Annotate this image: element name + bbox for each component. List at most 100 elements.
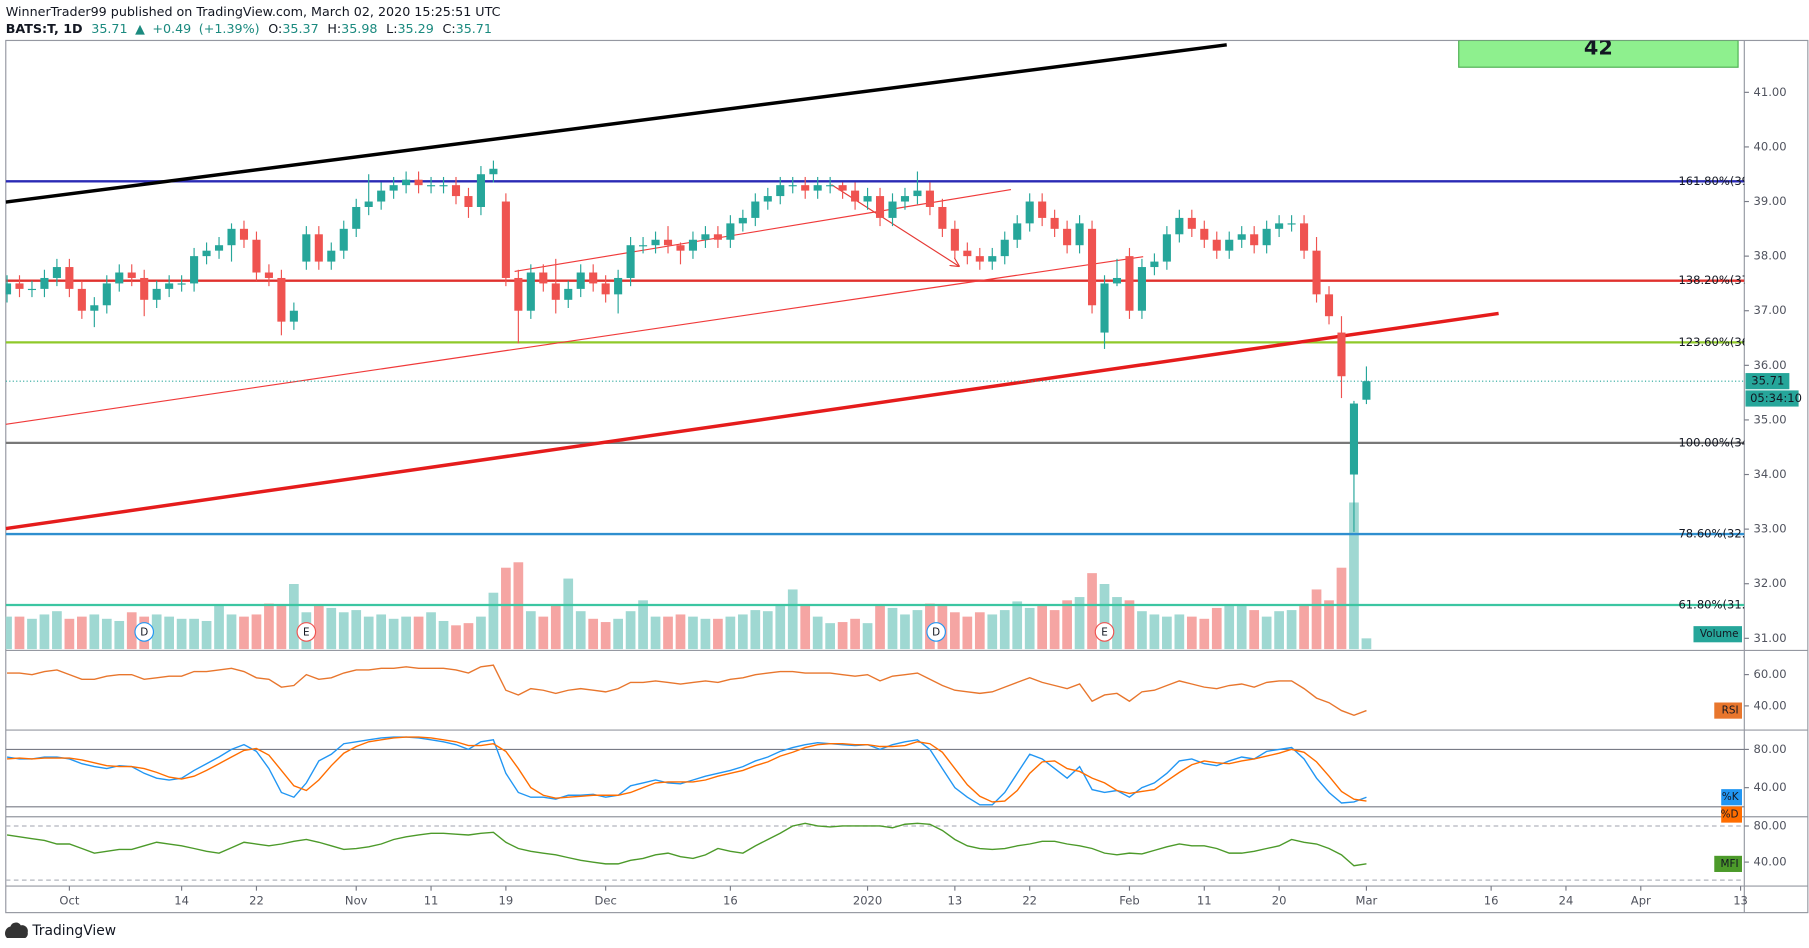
volume-bar	[737, 614, 748, 650]
volume-bar	[338, 612, 349, 650]
series-label-box	[1721, 806, 1742, 823]
volume-bar	[1087, 573, 1097, 650]
volume-bar	[1037, 605, 1048, 650]
symbol-line: BATS:T, 1D 35.71 ▲ +0.49 (+1.39%) O:35.3…	[6, 20, 492, 35]
candle-body	[975, 256, 984, 262]
series-label-box	[1714, 702, 1742, 719]
candle-body	[289, 310, 298, 322]
volume-bar	[1149, 614, 1160, 650]
x-tick-label: Mar	[1356, 894, 1378, 908]
candle-body	[1100, 283, 1109, 333]
volume-bar	[713, 618, 723, 650]
volume-bar	[837, 622, 848, 650]
y-tick-label: 60.00	[1754, 667, 1787, 681]
countdown: 05:34:10	[1750, 391, 1802, 405]
event-marker	[926, 622, 946, 642]
x-tick-label: Apr	[1631, 894, 1651, 908]
candle-body	[364, 201, 373, 207]
volume-bar	[14, 616, 25, 650]
candle-body	[539, 272, 548, 284]
pane	[5, 736, 1745, 808]
candle-body	[676, 245, 685, 251]
volume-bar	[987, 614, 998, 650]
x-tick-label: 11	[424, 894, 439, 908]
candle-body	[801, 185, 810, 191]
candle-body	[1337, 332, 1346, 377]
x-tick-label: 11	[1197, 894, 1212, 908]
y-tick-label: 80.00	[1754, 742, 1787, 756]
candle-body	[1312, 250, 1321, 295]
last-price-box	[1745, 373, 1790, 390]
volume-bar	[363, 616, 374, 650]
ohlc-name: O:	[268, 20, 282, 35]
ohlc-value: 35.98	[341, 20, 377, 35]
event-marker	[134, 622, 155, 642]
fib-label: 161.80%(39.	[1678, 174, 1752, 188]
candle-body	[127, 272, 136, 278]
volume-bar	[1162, 616, 1172, 650]
volume-bar	[800, 605, 811, 650]
candle-body	[15, 283, 24, 289]
volume-bar	[1336, 567, 1347, 650]
symbol: BATS:T, 1D	[6, 20, 83, 35]
candle-body	[1175, 217, 1184, 235]
volume-label-box	[1693, 626, 1742, 643]
pane	[7, 664, 1367, 717]
volume-bar	[126, 612, 137, 650]
candle-body	[1112, 277, 1122, 284]
candle-body	[988, 256, 997, 262]
volume-bar	[650, 616, 661, 650]
annotation-label: 42	[1584, 36, 1613, 60]
candle-body	[1287, 223, 1296, 225]
x-tick-label: 2020	[853, 894, 882, 908]
volume-bar	[1062, 600, 1072, 650]
ohlc-name: L:	[386, 20, 397, 35]
volume-bar	[114, 620, 125, 650]
candle-body	[77, 288, 86, 311]
candle-body	[938, 206, 947, 229]
volume-bar	[887, 607, 898, 650]
y-tick-label: 31.00	[1754, 631, 1787, 645]
volume-bar	[438, 620, 449, 650]
volume-bar	[787, 589, 798, 650]
candle-body	[626, 245, 635, 278]
volume-bar	[1236, 605, 1247, 650]
fib-label: 78.60%(32.9	[1678, 527, 1752, 541]
volume-bar	[1112, 597, 1122, 650]
candle-body	[913, 190, 922, 197]
volume-bar	[563, 578, 574, 650]
candle-body	[190, 256, 199, 284]
y-tick-label: 39.00	[1754, 194, 1787, 208]
volume-bar	[762, 611, 773, 650]
candle-body	[451, 185, 461, 197]
volume-bar	[1199, 618, 1210, 650]
trend-line	[5, 311, 1499, 531]
candle-body	[1150, 261, 1159, 268]
event-marker	[296, 622, 317, 642]
candle-body	[476, 174, 485, 207]
x-tick-label: 20	[1272, 894, 1287, 908]
event-label: E	[1101, 626, 1108, 638]
trend-line	[5, 43, 1227, 204]
event-label: D	[140, 626, 148, 638]
last: 35.71	[91, 20, 127, 35]
candle-body	[1063, 228, 1072, 246]
volume-bar	[962, 616, 973, 650]
ohlc-value: 35.29	[397, 20, 433, 35]
last-price: 35.71	[1751, 374, 1784, 388]
volume-bar	[89, 614, 100, 650]
series-label-box	[1714, 855, 1742, 872]
candle-body	[1162, 234, 1171, 262]
candle-body	[1125, 256, 1134, 311]
countdown-box	[1745, 390, 1799, 407]
candle-body	[40, 277, 49, 289]
candle-body	[701, 234, 710, 240]
candle-body	[5, 283, 12, 295]
candle-body	[826, 185, 835, 187]
volume-bar	[326, 607, 337, 650]
volume-bar	[226, 614, 237, 650]
trend-line	[5, 256, 1144, 425]
x-tick-label: 16	[1484, 894, 1499, 908]
volume-bar	[451, 625, 461, 650]
ohlc-name: H:	[327, 20, 341, 35]
